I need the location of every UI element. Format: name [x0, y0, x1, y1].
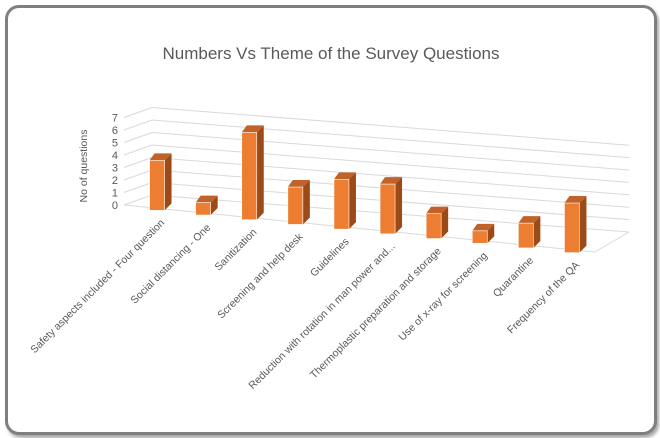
y-tick-label: 6 [112, 125, 118, 137]
bar [287, 180, 310, 225]
grid-line [151, 107, 630, 146]
bar-side [302, 180, 310, 225]
x-tick-label: Screening and help desk [215, 231, 306, 322]
grid-line [151, 119, 630, 159]
bar-front [425, 213, 442, 239]
bar [518, 216, 541, 249]
bar-front [518, 222, 534, 249]
bar-side [441, 206, 449, 239]
bar-top [380, 177, 403, 185]
bar-front [149, 160, 165, 211]
grid-line-depth [123, 157, 153, 168]
bar [425, 206, 449, 239]
bar-side [210, 195, 218, 216]
bar-top [195, 195, 218, 203]
y-tick-label: 7 [112, 113, 118, 125]
chart-frame: Numbers Vs Theme of the Survey Questions… [5, 5, 657, 435]
grid-line-depth [123, 169, 153, 181]
bar-front [333, 179, 350, 230]
x-tick-label: Sanitization [212, 226, 259, 273]
grid-line-depth [123, 107, 153, 118]
bar-side [395, 177, 403, 234]
y-tick-label: 0 [112, 200, 118, 212]
bar-side [256, 125, 264, 220]
bar [379, 177, 403, 235]
bar [471, 223, 495, 244]
y-tick-label: 4 [112, 150, 118, 162]
bar-front [379, 183, 396, 235]
bar-front [195, 202, 211, 216]
y-tick-label: 2 [112, 175, 118, 187]
bar-top [564, 196, 587, 204]
bar-front [564, 202, 580, 253]
bar-side [579, 196, 587, 253]
grid-line-depth [123, 144, 153, 156]
bar-side [533, 216, 541, 248]
bar-top [149, 153, 172, 161]
bar-top [472, 223, 495, 231]
grid-line [151, 132, 630, 171]
y-tick-label: 5 [112, 138, 118, 150]
bar [564, 196, 587, 253]
bar-side [487, 223, 495, 244]
bar [333, 172, 356, 230]
grid-line-depth [123, 132, 153, 143]
bar-side [164, 153, 172, 211]
bar-side [348, 172, 356, 230]
y-tick-label: 3 [112, 163, 118, 175]
grid-line [151, 144, 630, 183]
x-tick-label: Quarantine [491, 254, 536, 299]
bar [241, 125, 264, 221]
bar-top [333, 172, 356, 180]
bar-top [518, 216, 541, 224]
bar [149, 153, 172, 211]
bar [195, 195, 218, 216]
bar-top [426, 206, 449, 214]
bar-front [471, 230, 488, 244]
x-tick-label: Use of x-ray for screening [396, 250, 490, 344]
chart-title: Numbers Vs Theme of the Survey Questions [162, 44, 500, 63]
grid-line-depth [123, 194, 153, 206]
x-tick-label: Guidelines [308, 236, 352, 280]
bar-front [287, 186, 304, 225]
bar-top [287, 180, 310, 188]
grid-line-depth [123, 182, 153, 193]
y-tick-label: 1 [112, 188, 118, 200]
bar-front [241, 132, 258, 221]
bar-top [241, 125, 264, 133]
grid-line-depth [123, 119, 153, 131]
grid-line [151, 157, 630, 196]
floor-right-line [594, 231, 630, 253]
